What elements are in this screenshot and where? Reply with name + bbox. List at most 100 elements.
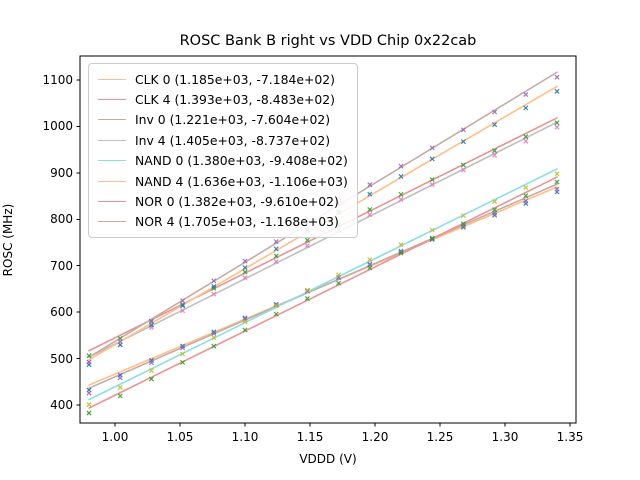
- data-point: [429, 177, 435, 183]
- legend-line-sample: [98, 78, 126, 80]
- data-point: [523, 134, 529, 140]
- legend-item-NOR-0: NOR 0 (1.382e+03, -9.610e+02): [96, 191, 348, 211]
- data-point: [304, 295, 310, 302]
- data-point: [86, 390, 92, 396]
- data-point: [180, 359, 186, 365]
- data-point: [460, 222, 466, 229]
- data-point: [242, 265, 248, 271]
- data-point: [429, 227, 435, 233]
- series-markers-Inv-4: [86, 124, 560, 365]
- data-point: [398, 196, 404, 202]
- data-point: [117, 384, 123, 391]
- y-tick-label: 400: [50, 397, 73, 412]
- legend-item-Inv-4: Inv 4 (1.405e+03, -8.737e+02): [96, 130, 348, 150]
- data-point: [554, 74, 560, 80]
- data-point: [554, 88, 560, 94]
- x-tick-label: 1.00: [101, 430, 129, 444]
- legend-label: CLK 4 (1.393e+03, -8.483e+02): [135, 92, 335, 108]
- data-point: [492, 152, 498, 158]
- data-point: [554, 171, 560, 177]
- data-point: [523, 185, 529, 191]
- data-point: [523, 105, 529, 111]
- data-point: [492, 122, 498, 128]
- data-point: [398, 163, 404, 169]
- x-tick-label: 1.35: [556, 430, 584, 444]
- data-point: [180, 298, 186, 304]
- data-point: [117, 375, 123, 381]
- data-point: [211, 329, 217, 335]
- data-point: [148, 360, 154, 366]
- legend-label: NOR 0 (1.382e+03, -9.610e+02): [135, 194, 339, 210]
- data-point: [304, 288, 310, 294]
- data-point: [523, 138, 529, 144]
- data-point: [492, 207, 498, 213]
- data-point: [367, 265, 373, 271]
- data-point: [523, 91, 529, 98]
- data-point: [398, 191, 404, 197]
- data-point: [86, 359, 92, 365]
- data-point: [242, 327, 248, 333]
- data-point: [180, 302, 186, 308]
- data-point: [367, 191, 373, 197]
- legend-line-sample: [98, 180, 126, 182]
- data-point: [492, 109, 498, 115]
- series-markers-NOR-0: [86, 179, 560, 416]
- data-point: [242, 258, 248, 264]
- data-point: [148, 376, 154, 382]
- data-point: [273, 259, 279, 265]
- data-point: [429, 235, 435, 241]
- data-point: [211, 283, 217, 290]
- y-tick-label: 700: [50, 258, 73, 273]
- data-point: [211, 330, 217, 336]
- data-point: [367, 182, 373, 188]
- y-tick-label: 600: [50, 305, 73, 320]
- legend-label: NAND 0 (1.380e+03, -9.408e+02): [135, 153, 348, 169]
- x-axis-label: VDDD (V): [299, 452, 357, 466]
- x-tick-label: 1.05: [166, 430, 194, 444]
- x-tick-label: 1.15: [296, 430, 324, 444]
- data-point: [304, 243, 310, 249]
- data-point: [211, 291, 217, 297]
- data-point: [211, 343, 217, 349]
- data-point: [367, 212, 373, 218]
- data-point: [242, 269, 248, 275]
- data-point: [117, 393, 123, 399]
- data-point: [86, 353, 92, 359]
- legend-line-sample: [98, 201, 126, 203]
- y-tick-label: 1100: [42, 73, 73, 87]
- data-point: [398, 249, 404, 255]
- series-line-Inv-4: [88, 121, 558, 358]
- data-point: [492, 198, 498, 205]
- data-point: [460, 213, 466, 219]
- data-point: [460, 167, 466, 173]
- data-point: [180, 343, 186, 349]
- legend-item-CLK-4: CLK 4 (1.393e+03, -8.483e+02): [96, 89, 348, 109]
- data-point: [211, 278, 217, 284]
- data-point: [429, 181, 435, 188]
- legend-item-NOR-4: NOR 4 (1.705e+03, -1.168e+03): [96, 212, 348, 232]
- y-axis-label: ROSC (MHz): [1, 203, 15, 277]
- data-point: [554, 120, 560, 126]
- legend-label: Inv 0 (1.221e+03, -7.604e+02): [135, 112, 331, 128]
- y-tick-label: 500: [50, 351, 73, 366]
- data-point: [117, 338, 123, 345]
- legend-line-sample: [98, 99, 126, 101]
- data-point: [336, 272, 342, 278]
- data-point: [180, 345, 186, 351]
- legend-line-sample: [98, 139, 126, 141]
- data-point: [148, 322, 154, 328]
- x-tick-label: 1.10: [231, 430, 259, 444]
- y-tick-label: 900: [50, 165, 73, 180]
- data-point: [86, 401, 92, 408]
- data-point: [460, 139, 466, 145]
- series-line-Inv-0: [88, 183, 558, 389]
- legend-line-sample: [98, 160, 126, 162]
- series-line-NAND-0: [88, 168, 558, 401]
- data-point: [211, 285, 217, 291]
- data-point: [242, 315, 248, 321]
- data-point: [554, 179, 560, 185]
- legend-label: CLK 0 (1.185e+03, -7.184e+02): [135, 71, 335, 87]
- data-point: [460, 221, 466, 227]
- data-point: [429, 236, 435, 243]
